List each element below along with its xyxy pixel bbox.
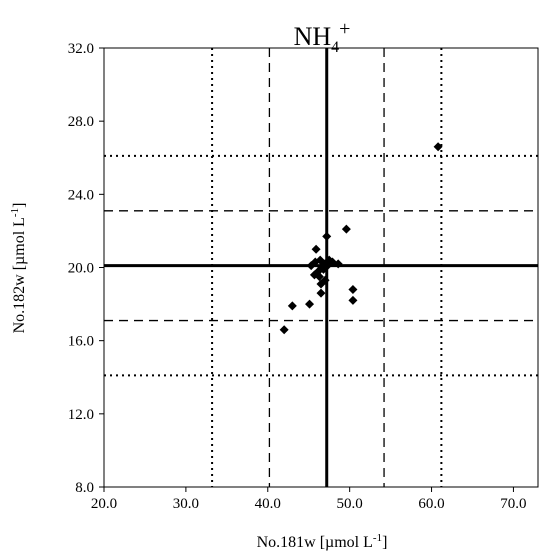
- y-tick-label: 28.0: [68, 114, 94, 130]
- data-point: [305, 299, 315, 309]
- data-point: [314, 272, 324, 282]
- chart-title: NH4+: [294, 18, 351, 56]
- y-tick-label: 8.0: [75, 480, 94, 496]
- data-point: [316, 279, 326, 289]
- x-tick-label: 20.0: [91, 496, 117, 512]
- data-point: [333, 259, 343, 269]
- x-axis-title-superscript: -1: [373, 532, 382, 544]
- data-point: [322, 231, 332, 241]
- y-axis-title-main: No.182w [µmol L: [11, 217, 28, 333]
- y-axis-title-end: ]: [11, 203, 28, 208]
- x-tick-label: 60.0: [418, 496, 444, 512]
- y-axis-ticks: 8.0 12.0 16.0 20.0 24.0 28.0 32.0: [68, 41, 104, 496]
- y-tick-label: 12.0: [68, 407, 94, 423]
- y-axis-title: No.182w [µmol L-1]: [9, 203, 28, 334]
- data-point: [311, 244, 321, 254]
- svg-text:NH4+: NH4+: [294, 18, 351, 56]
- data-points: [279, 142, 443, 335]
- svg-text:No.181w [µmol L-1]: No.181w [µmol L-1]: [257, 532, 388, 551]
- data-point: [306, 261, 316, 271]
- data-point: [341, 224, 351, 234]
- data-point: [348, 284, 358, 294]
- x-tick-label: 70.0: [500, 496, 526, 512]
- data-point: [316, 288, 326, 298]
- y-tick-label: 32.0: [68, 41, 94, 57]
- plot-area: [103, 47, 539, 488]
- data-point: [318, 264, 328, 274]
- data-point: [279, 325, 289, 335]
- y-tick-label: 16.0: [68, 334, 94, 350]
- y-tick-label: 24.0: [68, 187, 94, 203]
- y-tick-label: 20.0: [68, 261, 94, 277]
- data-point: [433, 142, 443, 152]
- x-axis-title-end: ]: [382, 534, 387, 551]
- x-axis-title-main: No.181w [µmol L: [257, 534, 373, 551]
- x-tick-label: 40.0: [255, 496, 281, 512]
- y-axis-title-superscript: -1: [9, 208, 21, 217]
- title-superscript: +: [339, 18, 350, 40]
- x-axis-title: No.181w [µmol L-1]: [257, 532, 388, 551]
- data-point: [348, 295, 358, 305]
- data-point: [287, 301, 297, 311]
- x-tick-label: 30.0: [173, 496, 199, 512]
- x-axis-ticks: 20.0 30.0 40.0 50.0 60.0 70.0: [91, 487, 527, 512]
- x-tick-label: 50.0: [337, 496, 363, 512]
- svg-text:No.182w [µmol L-1]: No.182w [µmol L-1]: [9, 203, 28, 334]
- title-base: NH: [294, 22, 332, 51]
